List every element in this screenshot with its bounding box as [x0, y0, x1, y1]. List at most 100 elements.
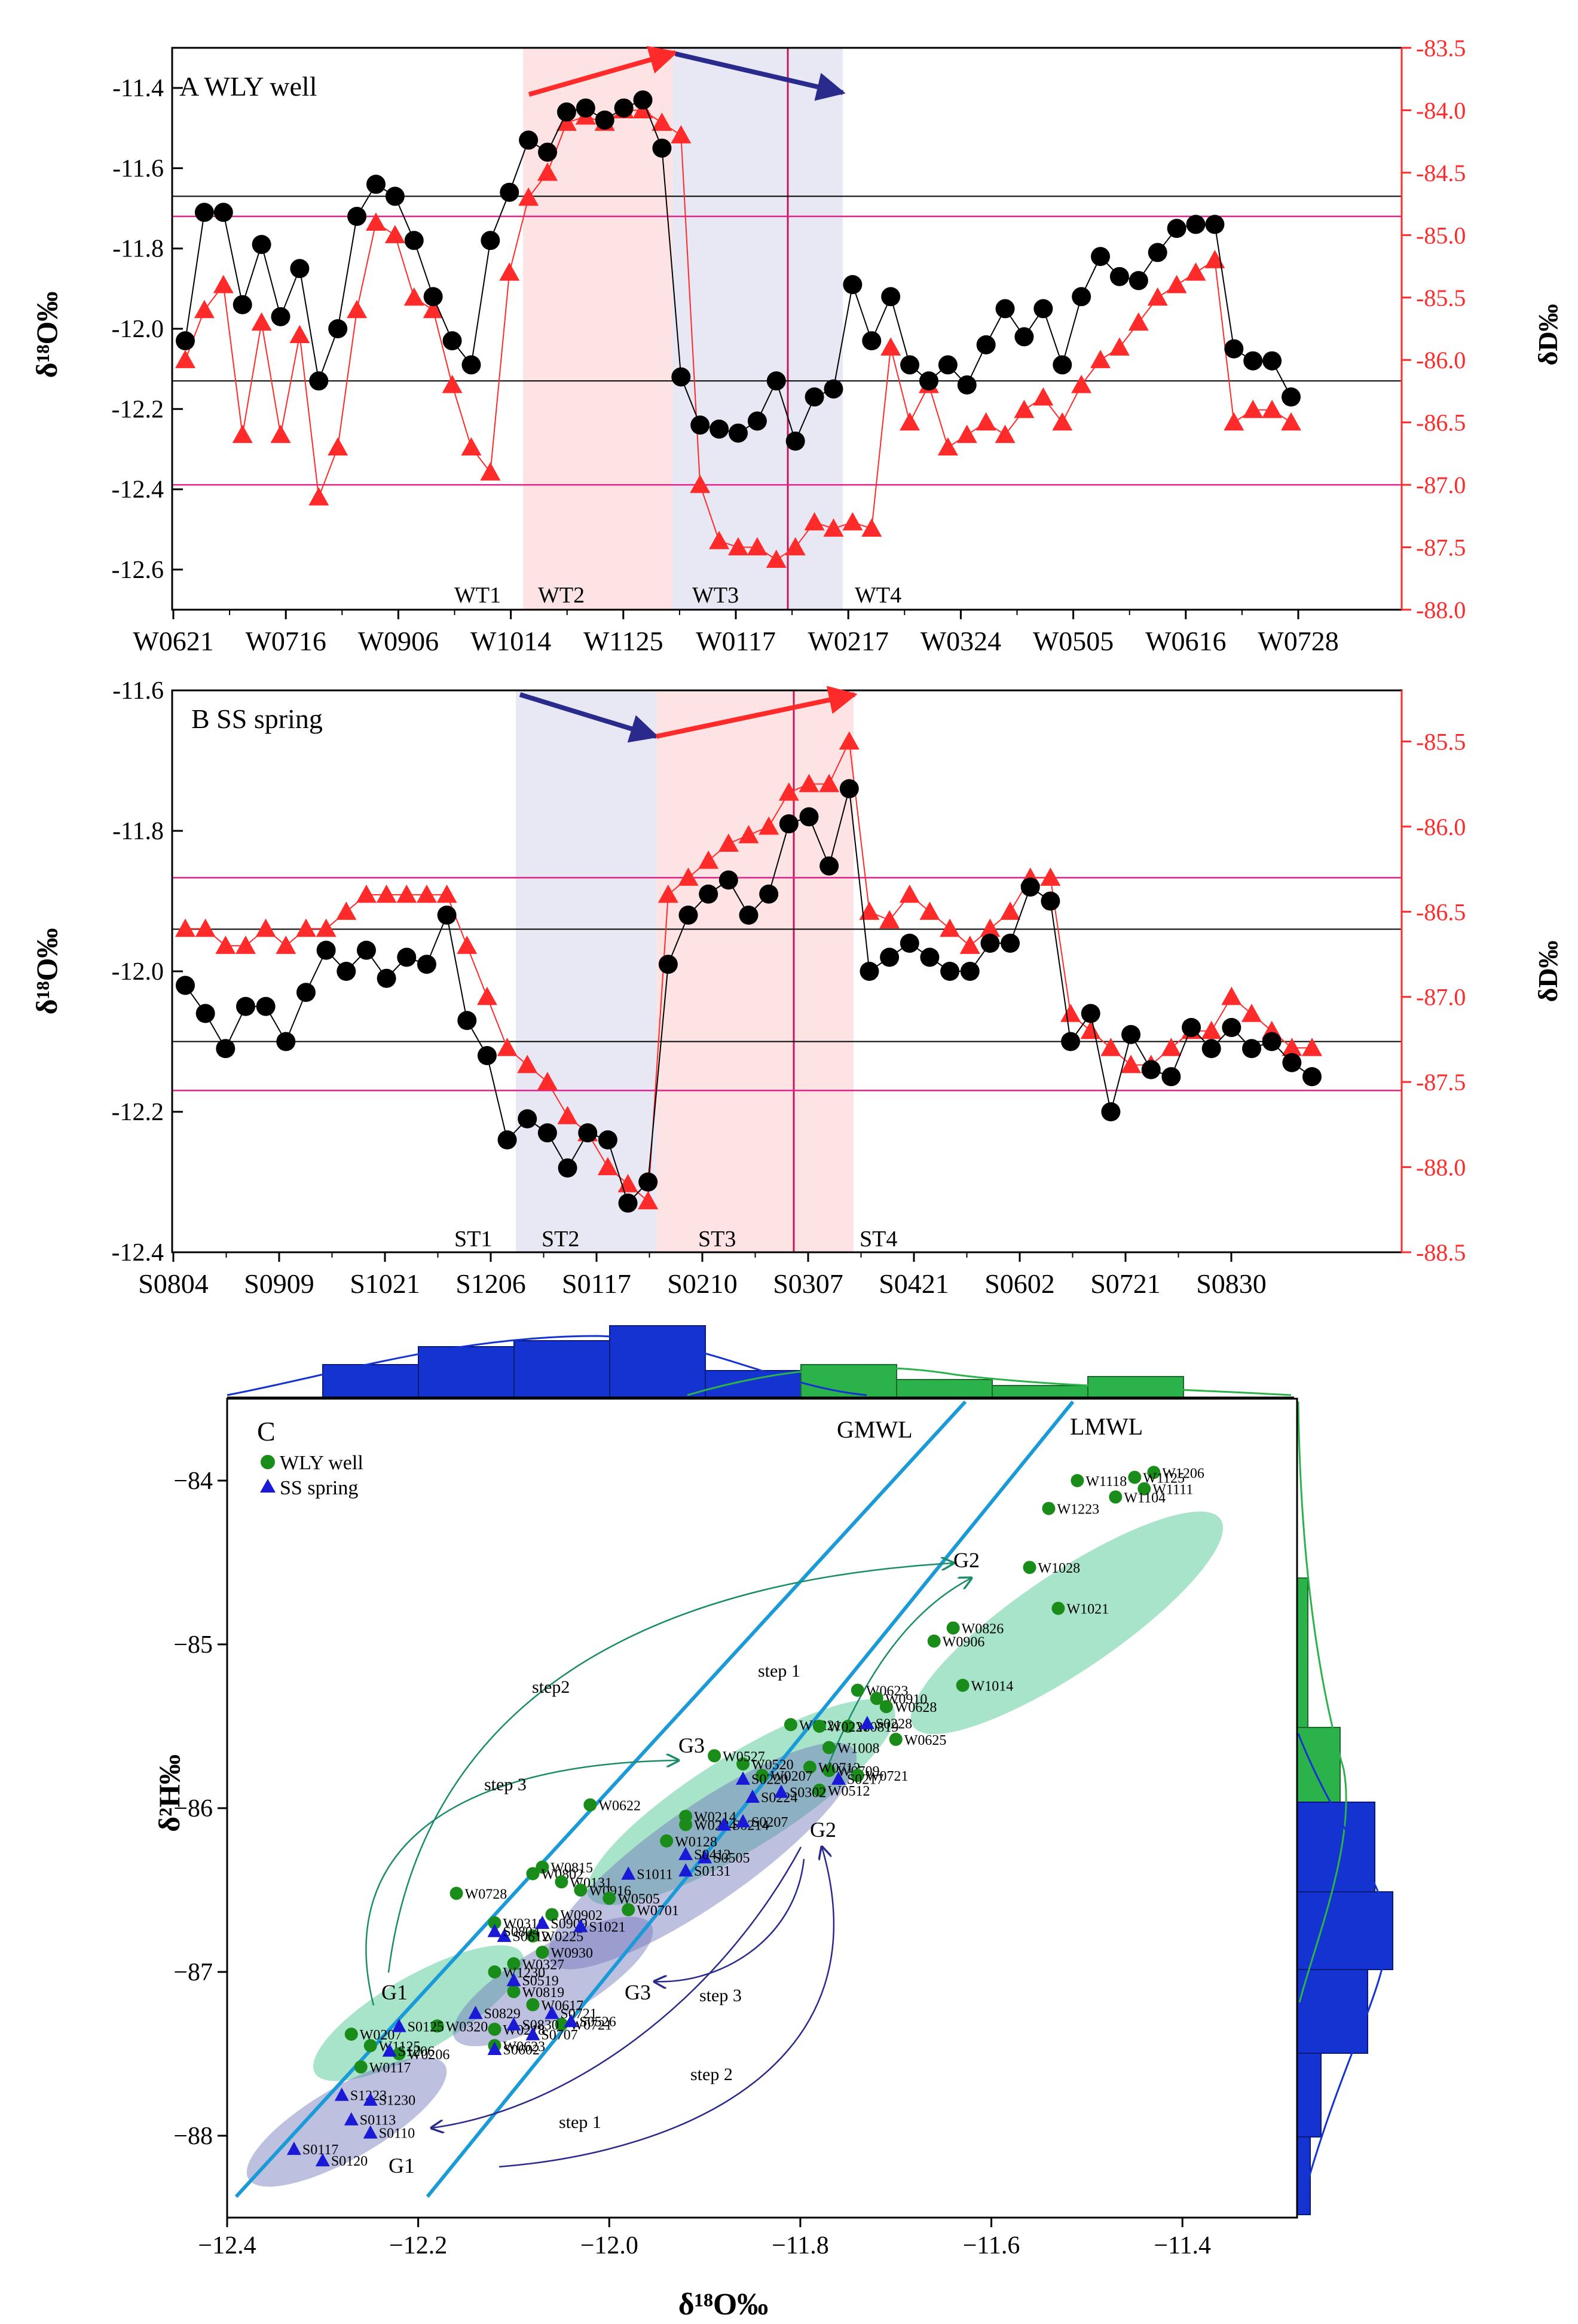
dd-point [937, 437, 958, 456]
dd-point [1221, 986, 1242, 1005]
panel-a-y-label: δ¹⁸O‰ [30, 292, 63, 378]
x-tick-label: W0217 [808, 626, 888, 656]
wly-point-label: W0214 [694, 1810, 736, 1825]
wly-point-label: W0701 [637, 1903, 679, 1919]
hist-top-curve-green [687, 1366, 1292, 1396]
d18o-point [900, 355, 920, 375]
dd-point [1100, 1038, 1121, 1056]
x-tick-label: S0602 [984, 1268, 1055, 1299]
ss-point [717, 1817, 732, 1831]
blue-step3-arrow [655, 1858, 805, 1981]
hist-right-curve-blue [1297, 1733, 1389, 2212]
wly-point-label: W0625 [904, 1733, 947, 1748]
wly-point-label: W0721 [866, 1769, 909, 1784]
dd-point [1060, 1004, 1081, 1022]
dd-point [213, 274, 234, 293]
y-tick-label: -11.8 [112, 236, 164, 263]
y2-tick-label: -87.5 [1416, 534, 1466, 561]
d18o-point [819, 856, 839, 876]
x-tick-label: S0117 [562, 1268, 631, 1299]
ss-point-label: S1230 [379, 2093, 415, 2109]
dd-point [819, 773, 840, 793]
panel-a-stage-wt2: WT2 [538, 583, 585, 608]
x-tick-label: W0324 [921, 626, 1001, 656]
wly-point [946, 1621, 960, 1635]
ss-point [506, 2017, 521, 2031]
x-tick-label: −11.4 [1154, 2232, 1211, 2259]
panel-b-axes: -11.6 -11.8 -12.0 -12.2 -12.4 -85.5 -86.0 -86.5… [112, 677, 1466, 1299]
dd-point [785, 537, 806, 556]
wly-point-label: W1014 [971, 1679, 1014, 1695]
wly-point [803, 1760, 816, 1774]
y2-tick-label: -84.0 [1416, 97, 1466, 124]
d18o-point [519, 130, 539, 150]
dd-point [766, 549, 787, 568]
dd-point [658, 884, 678, 903]
dd-point [1000, 901, 1021, 920]
y2-tick-label: -85.0 [1416, 222, 1466, 249]
hist-top-bar [609, 1325, 706, 1398]
wly-point [879, 1700, 893, 1714]
x-tick-label: W1125 [583, 626, 663, 656]
ss-point-label: S0125 [408, 2019, 444, 2035]
d18o-point [576, 98, 595, 118]
wly-point [1147, 1466, 1161, 1479]
d18o-point [739, 906, 759, 925]
d18o-point [843, 275, 863, 295]
ss-point-label: S0110 [379, 2126, 415, 2142]
dd-point [396, 884, 417, 903]
panel-c-axes: −12.4 −12.2 −12.0 −11.8 −11.6 −11.4 −84 −85 −86 −… [173, 1467, 1211, 2259]
y-tick-label: -12.6 [112, 556, 164, 584]
ss-point [698, 1850, 712, 1864]
panel-a-title: A WLY well [179, 71, 317, 102]
ss-point-label: S0220 [751, 1772, 788, 1788]
panel-c-y-label: δ²H‰ [152, 1754, 186, 1832]
ss-point-label: S0721 [560, 2007, 597, 2022]
x-tick-label: W0621 [133, 626, 213, 656]
d18o-point [1224, 339, 1244, 359]
panel-b-stage-st4: ST4 [860, 1227, 897, 1252]
dd-point [940, 918, 961, 937]
y-tick-label: −85 [173, 1631, 213, 1659]
y2-tick-label: -87.0 [1416, 472, 1466, 499]
step-label-blue-1: step 1 [559, 2112, 601, 2132]
d18o-point [839, 779, 859, 799]
d18o-point [598, 1130, 617, 1149]
d18o-point [718, 870, 738, 890]
ss-point [745, 1789, 760, 1803]
hist-top-bar [705, 1370, 802, 1398]
d18o-point [1072, 287, 1091, 307]
dd-point [457, 935, 478, 954]
wly-point [889, 1732, 903, 1746]
d18o-point [417, 955, 436, 974]
wly-point-label: W0117 [369, 2060, 411, 2076]
dd-point [276, 935, 296, 954]
x-tick-label: W0716 [245, 626, 326, 656]
dd-point [690, 475, 711, 493]
d18o-point [633, 90, 653, 110]
wly-point [526, 1998, 540, 2011]
y2-tick-label: -88.0 [1416, 1154, 1466, 1181]
wly-point-label: W0728 [465, 1886, 507, 1902]
d18o-point [766, 371, 786, 391]
wly-point [956, 1678, 970, 1692]
ss-point-label: S0505 [713, 1851, 750, 1866]
d18o-point [309, 371, 329, 391]
step-label-blue-2: step 2 [690, 2065, 733, 2084]
wly-point-label: W0128 [675, 1834, 717, 1850]
y2-tick-label: -84.5 [1416, 160, 1466, 186]
y-tick-label: −87 [173, 1959, 213, 1986]
ss-point [860, 1716, 874, 1729]
ss-point [621, 1866, 636, 1880]
wly-point [507, 1957, 521, 1971]
ss-point [392, 2019, 406, 2032]
panel-b-stage-st1: ST1 [454, 1227, 492, 1252]
dd-point [480, 462, 501, 481]
hist-top-bar [418, 1346, 515, 1398]
panel-a-stage-wt4: WT4 [855, 583, 901, 608]
wly-point [927, 1634, 941, 1648]
dd-point [461, 437, 482, 456]
d18o-point [1109, 267, 1129, 286]
y-tick-label: −88 [173, 2123, 213, 2150]
d18o-point [195, 1004, 215, 1023]
